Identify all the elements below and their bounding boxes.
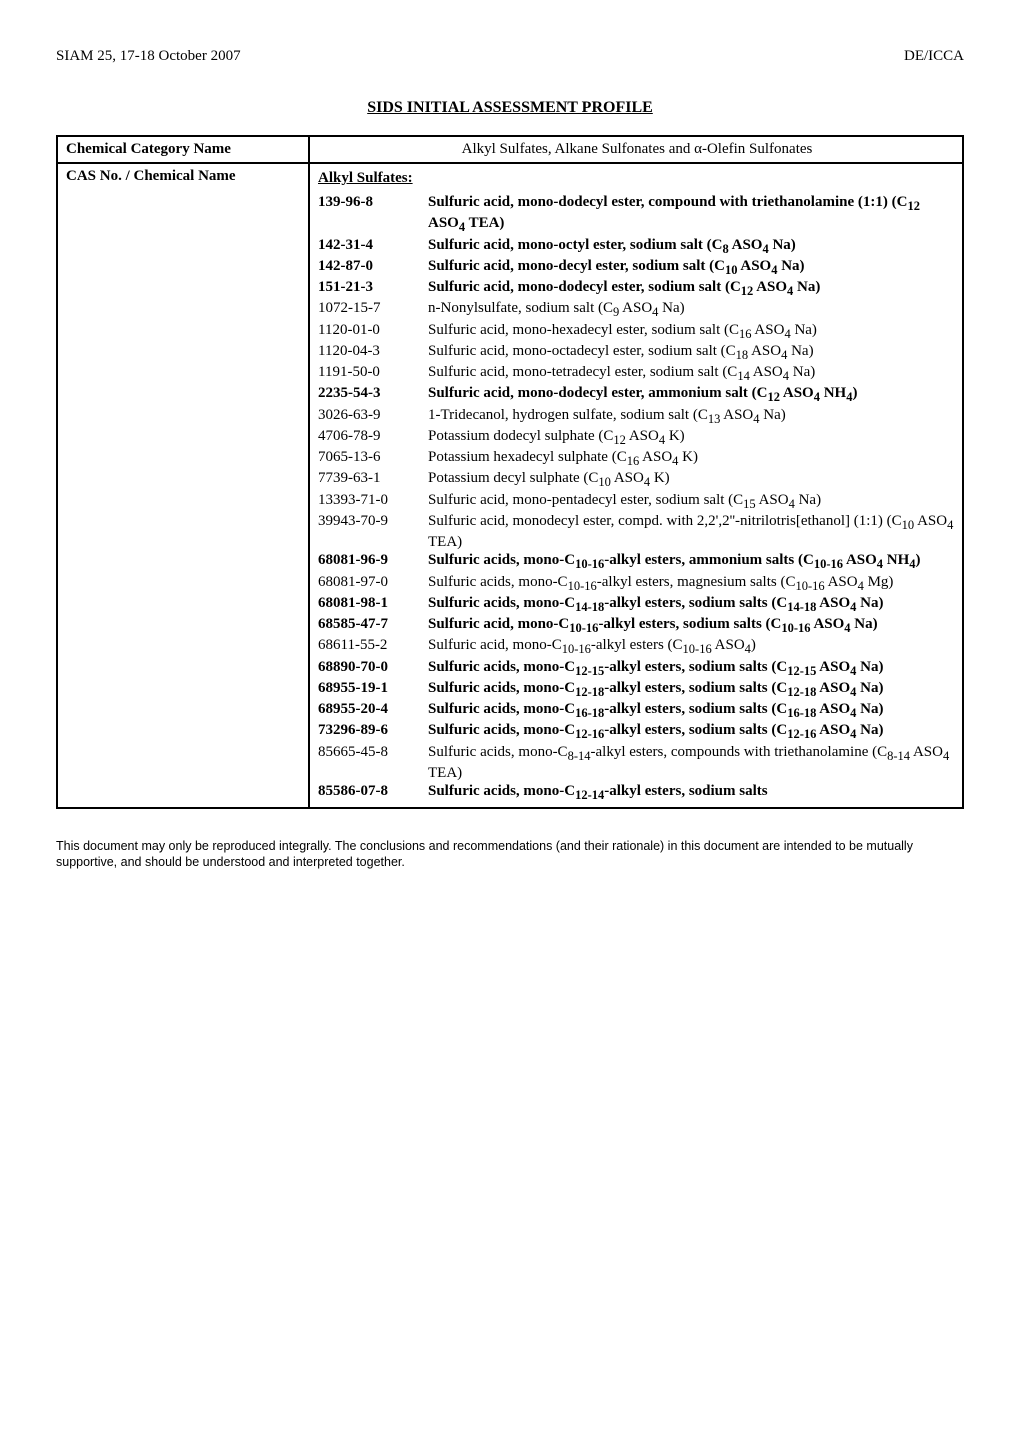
entry-row: 68955-19-1Sulfuric acids, mono-C12-18-al… — [318, 679, 956, 700]
entry-cas: 68955-19-1 — [318, 679, 428, 697]
entry-cas: 7739-63-1 — [318, 469, 428, 487]
footnote: This document may only be reproduced int… — [56, 839, 964, 870]
entry-desc: Sulfuric acid, mono-tetradecyl ester, so… — [428, 363, 956, 384]
section-heading-alkyl-sulfates: Alkyl Sulfates: — [318, 170, 956, 187]
entry-desc: Potassium hexadecyl sulphate (C16 ASO4 K… — [428, 448, 956, 469]
entry-cas: 142-31-4 — [318, 236, 428, 254]
entry-desc: Sulfuric acids, mono-C12-15-alkyl esters… — [428, 658, 956, 679]
entry-cas: 139-96-8 — [318, 193, 428, 211]
entry-desc: Sulfuric acid, mono-dodecyl ester, sodiu… — [428, 278, 956, 299]
page-header: SIAM 25, 17-18 October 2007 DE/ICCA — [56, 48, 964, 65]
entry-row: 85586-07-8Sulfuric acids, mono-C12-14-al… — [318, 782, 956, 803]
entry-desc: Sulfuric acids, mono-C12-18-alkyl esters… — [428, 679, 956, 700]
entry-desc: Sulfuric acids, mono-C12-16-alkyl esters… — [428, 721, 956, 742]
entry-desc: 1-Tridecanol, hydrogen sulfate, sodium s… — [428, 406, 956, 427]
entry-desc: n-Nonylsulfate, sodium salt (C9 ASO4 Na) — [428, 299, 956, 320]
entry-cas: 1191-50-0 — [318, 363, 428, 381]
entry-cas: 4706-78-9 — [318, 427, 428, 445]
entry-row: 142-87-0Sulfuric acid, mono-decyl ester,… — [318, 257, 956, 278]
entry-row: 68611-55-2Sulfuric acid, mono-C10-16-alk… — [318, 636, 956, 657]
entry-desc: Sulfuric acids, mono-C8-14-alkyl esters,… — [428, 743, 956, 783]
assessment-table: Chemical Category Name Alkyl Sulfates, A… — [56, 135, 964, 809]
entry-row: 68955-20-4Sulfuric acids, mono-C16-18-al… — [318, 700, 956, 721]
entry-desc: Sulfuric acids, mono-C12-14-alkyl esters… — [428, 782, 956, 803]
entry-desc: Sulfuric acids, mono-C10-16-alkyl esters… — [428, 551, 956, 572]
entry-cas: 85586-07-8 — [318, 782, 428, 800]
header-right: DE/ICCA — [904, 48, 964, 65]
entry-cas: 39943-70-9 — [318, 512, 428, 530]
entry-row: 68081-97-0Sulfuric acids, mono-C10-16-al… — [318, 573, 956, 594]
entry-cas: 73296-89-6 — [318, 721, 428, 739]
entries-list: 139-96-8Sulfuric acid, mono-dodecyl este… — [318, 193, 956, 803]
entry-cas: 68611-55-2 — [318, 636, 428, 654]
cas-label: CAS No. / Chemical Name — [66, 168, 236, 184]
header-left: SIAM 25, 17-18 October 2007 — [56, 48, 241, 65]
document-title: SIDS INITIAL ASSESSMENT PROFILE — [56, 99, 964, 117]
entry-cas: 68890-70-0 — [318, 658, 428, 676]
entry-desc: Potassium decyl sulphate (C10 ASO4 K) — [428, 469, 956, 490]
entry-cas: 1072-15-7 — [318, 299, 428, 317]
entry-row: 2235-54-3Sulfuric acid, mono-dodecyl est… — [318, 384, 956, 405]
entry-row: 68890-70-0Sulfuric acids, mono-C12-15-al… — [318, 658, 956, 679]
entry-row: 68081-98-1Sulfuric acids, mono-C14-18-al… — [318, 594, 956, 615]
entry-row: 1191-50-0Sulfuric acid, mono-tetradecyl … — [318, 363, 956, 384]
entry-row: 73296-89-6Sulfuric acids, mono-C12-16-al… — [318, 721, 956, 742]
cell-category-label: Chemical Category Name — [57, 136, 309, 163]
entry-cas: 13393-71-0 — [318, 491, 428, 509]
entry-row: 3026-63-91-Tridecanol, hydrogen sulfate,… — [318, 406, 956, 427]
entry-desc: Sulfuric acid, mono-dodecyl ester, ammon… — [428, 384, 956, 405]
entry-cas: 142-87-0 — [318, 257, 428, 275]
entry-row: 1120-04-3Sulfuric acid, mono-octadecyl e… — [318, 342, 956, 363]
entry-cas: 85665-45-8 — [318, 743, 428, 761]
entry-desc: Sulfuric acid, monodecyl ester, compd. w… — [428, 512, 956, 552]
entry-cas: 2235-54-3 — [318, 384, 428, 402]
entry-desc: Sulfuric acid, mono-octyl ester, sodium … — [428, 236, 956, 257]
entry-cas: 68081-97-0 — [318, 573, 428, 591]
entry-row: 68585-47-7Sulfuric acid, mono-C10-16-alk… — [318, 615, 956, 636]
entry-row: 85665-45-8Sulfuric acids, mono-C8-14-alk… — [318, 743, 956, 783]
cell-cas-body: Alkyl Sulfates: 139-96-8Sulfuric acid, m… — [309, 163, 963, 808]
entry-desc: Sulfuric acid, mono-C10-16-alkyl esters,… — [428, 615, 956, 636]
category-label: Chemical Category Name — [66, 141, 231, 157]
entry-desc: Potassium dodecyl sulphate (C12 ASO4 K) — [428, 427, 956, 448]
table-row-category: Chemical Category Name Alkyl Sulfates, A… — [57, 136, 963, 163]
entry-desc: Sulfuric acid, mono-dodecyl ester, compo… — [428, 193, 956, 236]
entry-desc: Sulfuric acid, mono-hexadecyl ester, sod… — [428, 321, 956, 342]
entry-cas: 151-21-3 — [318, 278, 428, 296]
entry-cas: 68955-20-4 — [318, 700, 428, 718]
cell-cas-label: CAS No. / Chemical Name — [57, 163, 309, 808]
entry-desc: Sulfuric acids, mono-C14-18-alkyl esters… — [428, 594, 956, 615]
entry-cas: 68585-47-7 — [318, 615, 428, 633]
entry-cas: 68081-96-9 — [318, 551, 428, 569]
entry-row: 151-21-3Sulfuric acid, mono-dodecyl este… — [318, 278, 956, 299]
entry-row: 142-31-4Sulfuric acid, mono-octyl ester,… — [318, 236, 956, 257]
entry-cas: 3026-63-9 — [318, 406, 428, 424]
entry-cas: 1120-01-0 — [318, 321, 428, 339]
entry-row: 68081-96-9Sulfuric acids, mono-C10-16-al… — [318, 551, 956, 572]
entry-cas: 7065-13-6 — [318, 448, 428, 466]
category-value: Alkyl Sulfates, Alkane Sulfonates and α-… — [462, 141, 813, 157]
entry-row: 4706-78-9Potassium dodecyl sulphate (C12… — [318, 427, 956, 448]
entry-row: 39943-70-9Sulfuric acid, monodecyl ester… — [318, 512, 956, 552]
entry-desc: Sulfuric acid, mono-C10-16-alkyl esters … — [428, 636, 956, 657]
cell-category-value: Alkyl Sulfates, Alkane Sulfonates and α-… — [309, 136, 963, 163]
entry-cas: 68081-98-1 — [318, 594, 428, 612]
table-row-cas: CAS No. / Chemical Name Alkyl Sulfates: … — [57, 163, 963, 808]
entry-desc: Sulfuric acid, mono-octadecyl ester, sod… — [428, 342, 956, 363]
entry-row: 139-96-8Sulfuric acid, mono-dodecyl este… — [318, 193, 956, 236]
entry-desc: Sulfuric acids, mono-C16-18-alkyl esters… — [428, 700, 956, 721]
entry-row: 7065-13-6Potassium hexadecyl sulphate (C… — [318, 448, 956, 469]
entry-cas: 1120-04-3 — [318, 342, 428, 360]
entry-desc: Sulfuric acids, mono-C10-16-alkyl esters… — [428, 573, 956, 594]
entry-row: 7739-63-1Potassium decyl sulphate (C10 A… — [318, 469, 956, 490]
entry-row: 1120-01-0Sulfuric acid, mono-hexadecyl e… — [318, 321, 956, 342]
entry-row: 1072-15-7n-Nonylsulfate, sodium salt (C9… — [318, 299, 956, 320]
entry-row: 13393-71-0Sulfuric acid, mono-pentadecyl… — [318, 491, 956, 512]
entry-desc: Sulfuric acid, mono-pentadecyl ester, so… — [428, 491, 956, 512]
entry-desc: Sulfuric acid, mono-decyl ester, sodium … — [428, 257, 956, 278]
